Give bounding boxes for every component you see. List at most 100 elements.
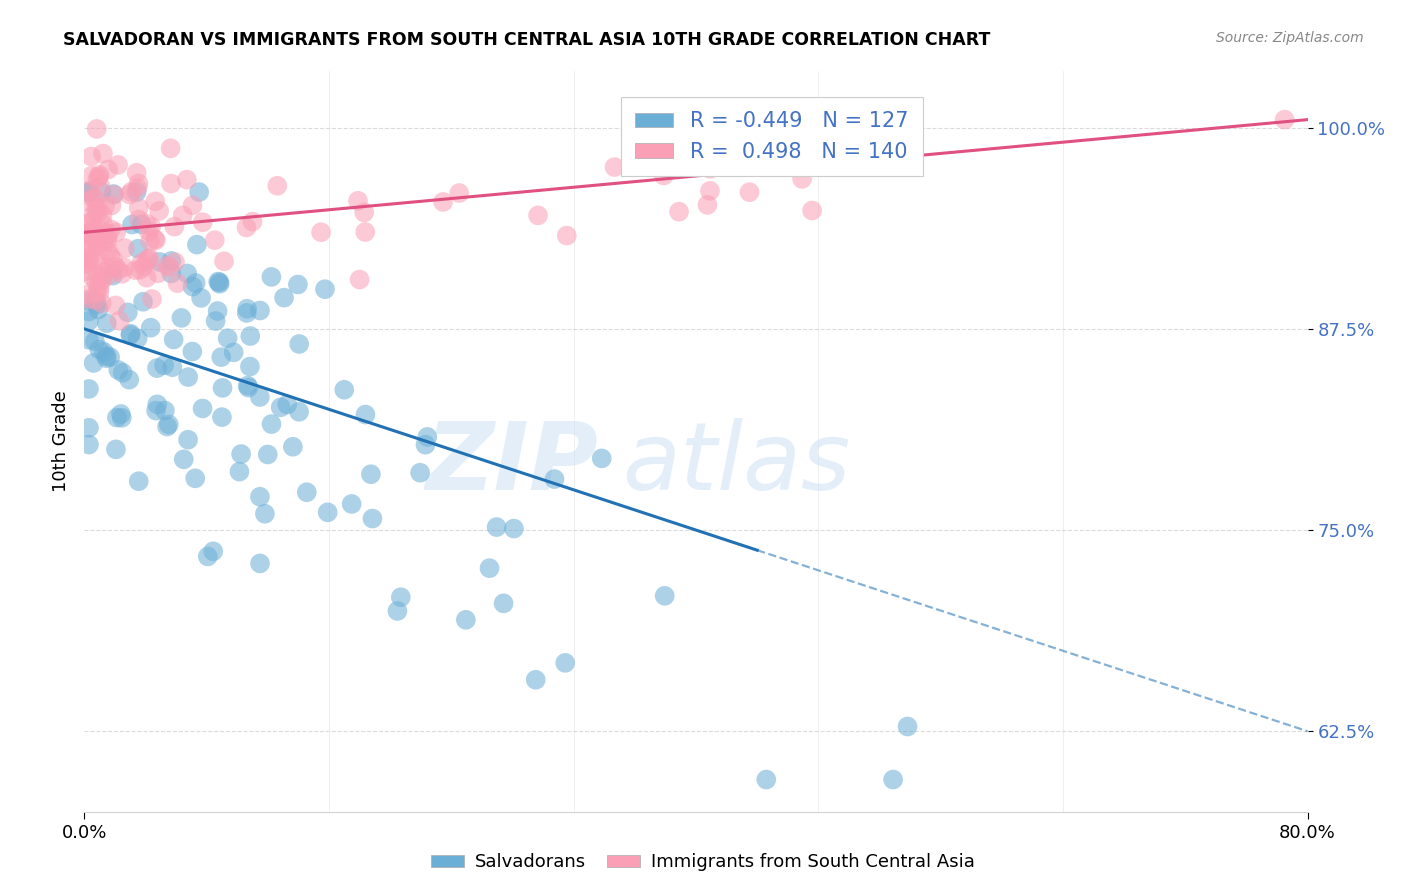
Point: [125, 166, 148, 180]
Legend: R = -0.449   N = 127, R =  0.498   N = 140: R = -0.449 N = 127, R = 0.498 N = 140: [621, 96, 922, 176]
Point: [314, 282, 336, 296]
Point: [239, 359, 262, 374]
Point: [80, 269, 103, 284]
Point: [176, 172, 198, 186]
Point: [96, 351, 118, 366]
Point: [211, 381, 233, 395]
Point: [84, 275, 107, 289]
Point: [128, 201, 150, 215]
Point: [204, 233, 226, 247]
Point: [148, 203, 170, 218]
Point: [77, 304, 100, 318]
Point: [554, 656, 576, 670]
Point: [89, 179, 111, 194]
Point: [96, 316, 118, 330]
Point: [160, 267, 183, 281]
Point: [77, 333, 100, 347]
Point: [181, 279, 204, 293]
Point: [89, 343, 111, 357]
Point: [128, 212, 150, 227]
Point: [153, 358, 176, 372]
Point: [166, 276, 188, 290]
Point: [145, 233, 167, 247]
Point: [454, 613, 477, 627]
Point: [273, 291, 295, 305]
Point: [80, 241, 103, 255]
Point: [222, 345, 245, 359]
Point: [309, 225, 332, 239]
Point: [242, 215, 264, 229]
Point: [98, 350, 121, 364]
Point: [86, 236, 108, 251]
Point: [89, 279, 111, 293]
Point: [256, 447, 278, 461]
Point: [77, 382, 100, 396]
Point: [97, 227, 120, 241]
Point: [432, 194, 454, 209]
Point: [98, 249, 121, 263]
Point: [260, 269, 283, 284]
Point: [882, 772, 904, 787]
Point: [153, 403, 176, 417]
Point: [160, 177, 183, 191]
Point: [86, 122, 108, 136]
Point: [83, 192, 105, 206]
Point: [360, 467, 382, 482]
Point: [176, 267, 198, 281]
Point: [129, 262, 152, 277]
Point: [603, 160, 626, 174]
Text: SALVADORAN VS IMMIGRANTS FROM SOUTH CENTRAL ASIA 10TH GRADE CORRELATION CHART: SALVADORAN VS IMMIGRANTS FROM SOUTH CENT…: [63, 31, 991, 49]
Point: [76, 244, 98, 258]
Point: [128, 177, 150, 191]
Point: [204, 314, 226, 328]
Point: [98, 261, 121, 276]
Point: [87, 302, 110, 317]
Point: [86, 285, 108, 300]
Point: [139, 320, 162, 334]
Point: [128, 474, 150, 488]
Point: [143, 194, 166, 209]
Point: [96, 349, 118, 363]
Point: [163, 255, 186, 269]
Point: [91, 146, 114, 161]
Point: [652, 169, 675, 183]
Point: [146, 266, 169, 280]
Point: [86, 206, 108, 220]
Point: [184, 471, 207, 485]
Point: [77, 421, 100, 435]
Point: [127, 242, 149, 256]
Point: [138, 225, 160, 239]
Point: [135, 253, 157, 268]
Point: [409, 466, 432, 480]
Point: [132, 294, 155, 309]
Point: [80, 149, 103, 163]
Point: [801, 203, 824, 218]
Text: Source: ZipAtlas.com: Source: ZipAtlas.com: [1216, 31, 1364, 45]
Point: [333, 383, 356, 397]
Point: [101, 252, 124, 267]
Point: [738, 185, 761, 199]
Point: [138, 251, 160, 265]
Point: [387, 604, 409, 618]
Point: [75, 227, 97, 242]
Point: [177, 433, 200, 447]
Point: [104, 442, 127, 457]
Point: [131, 256, 153, 270]
Point: [90, 296, 112, 310]
Point: [287, 277, 309, 292]
Point: [191, 215, 214, 229]
Point: [316, 505, 339, 519]
Point: [77, 293, 100, 308]
Point: [112, 260, 135, 275]
Point: [181, 198, 204, 212]
Point: [485, 520, 508, 534]
Point: [138, 252, 160, 266]
Point: [157, 417, 180, 432]
Point: [75, 257, 97, 271]
Point: [527, 208, 550, 222]
Point: [107, 158, 129, 172]
Point: [270, 401, 292, 415]
Point: [77, 253, 100, 268]
Point: [101, 268, 124, 283]
Point: [159, 141, 181, 155]
